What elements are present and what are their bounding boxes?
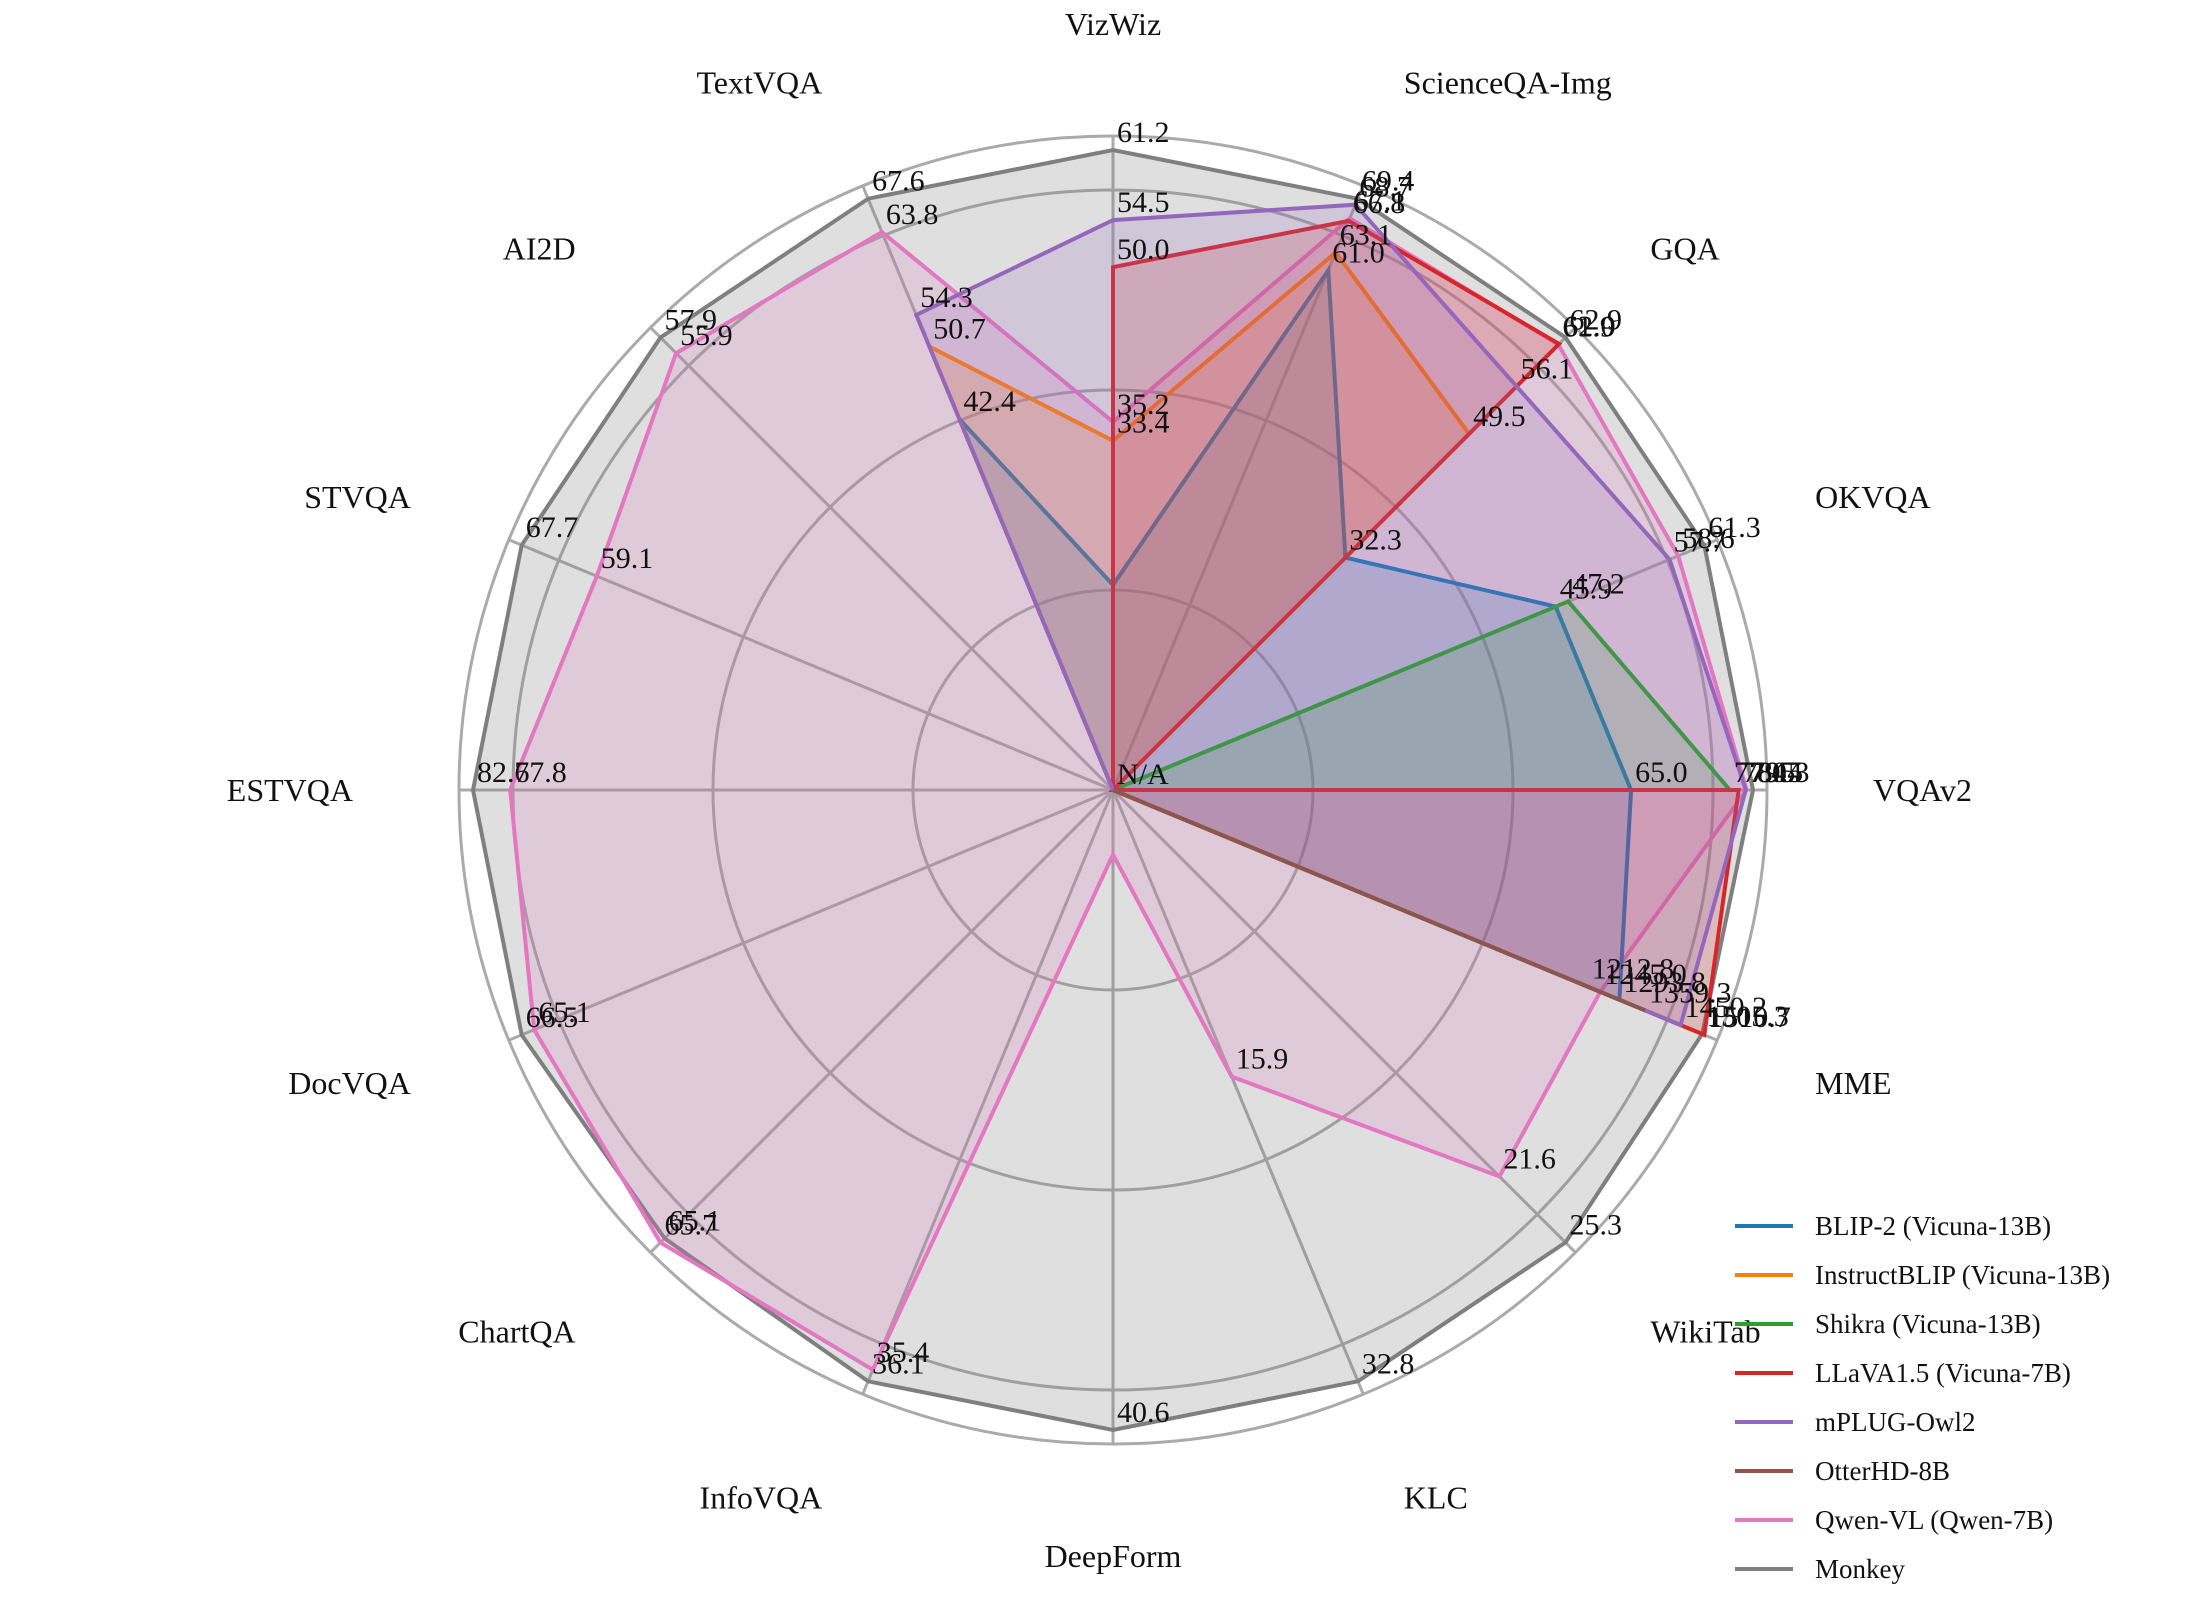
- value-label: 1510.7: [1708, 1001, 1791, 1034]
- legend-entry: InstructBLIP (Vicuna-13B): [1815, 1260, 2110, 1290]
- axis-label-vqav2: VQAv2: [1873, 772, 1972, 808]
- value-label: 42.4: [963, 385, 1016, 418]
- value-label: 66.5: [526, 1001, 579, 1034]
- value-label: 67.6: [872, 165, 925, 198]
- axis-label-wikitab: WikiTab: [1650, 1314, 1760, 1350]
- value-label: 40.6: [1117, 1396, 1170, 1429]
- value-label: 65.1: [669, 1204, 722, 1237]
- grid-spoke: [861, 789, 1115, 1395]
- value-label: 82.6: [477, 756, 530, 789]
- value-label: 61.0: [1332, 236, 1385, 269]
- grid-spoke: [649, 788, 1115, 1254]
- value-label: 58.6: [1682, 522, 1735, 555]
- axis-label-stvqa: STVQA: [304, 479, 411, 515]
- value-label: 1293.8: [1623, 966, 1706, 999]
- axis-label-mme: MME: [1815, 1065, 1891, 1101]
- grid-spoke: [1111, 185, 1365, 791]
- axis-label-klc: KLC: [1404, 1480, 1468, 1516]
- axis-label-gqa: GQA: [1650, 230, 1719, 266]
- value-label: 69.4: [1362, 165, 1415, 198]
- grid-spoke: [508, 538, 1114, 792]
- value-label: 1450.2: [1685, 991, 1768, 1024]
- legend-entry: OtterHD-8B: [1815, 1456, 1950, 1486]
- value-label: 35.2: [1117, 388, 1170, 421]
- value-label: 63.8: [886, 198, 939, 231]
- value-label: 47.2: [1572, 567, 1625, 600]
- value-label: 62.9: [1570, 304, 1623, 337]
- value-label: 67.1: [1354, 184, 1407, 217]
- value-label: 63.1: [1340, 218, 1393, 251]
- value-label: 54.5: [1117, 186, 1170, 219]
- value-label: 50.7: [933, 313, 986, 346]
- value-label: 61.2: [1117, 116, 1170, 149]
- value-label: 59.1: [601, 542, 654, 575]
- legend-entry: BLIP-2 (Vicuna-13B): [1815, 1211, 2051, 1241]
- value-label: 45.9: [1560, 573, 1613, 606]
- axis-label-infovqa: InfoVQA: [700, 1480, 823, 1516]
- value-label: 80.3: [1757, 756, 1810, 789]
- value-label: 61.9: [1562, 311, 1615, 344]
- value-label: 1505.3: [1706, 1000, 1789, 1033]
- value-label: 67.7: [526, 511, 579, 544]
- grid-spoke: [1111, 789, 1365, 1395]
- axis-label-textvqa: TextVQA: [696, 64, 822, 100]
- value-label: 25.3: [1570, 1209, 1623, 1242]
- value-label: 62.0: [1563, 310, 1616, 343]
- value-label: 49.5: [1473, 400, 1526, 433]
- value-label: 55.9: [680, 319, 733, 352]
- value-label: 32.3: [1349, 524, 1402, 557]
- legend-entry: mPLUG-Owl2: [1815, 1407, 1976, 1437]
- axis-label-scienceqa-img: ScienceQA-Img: [1404, 64, 1612, 100]
- value-label: 1245.0: [1604, 958, 1687, 991]
- value-labels: 65.0 45.9 32.3 61.0 42.4 1293.8 49.5 63.1 33.4 50…: [477, 116, 1810, 1429]
- value-label: 21.6: [1503, 1142, 1556, 1175]
- value-label: 65.0: [1635, 756, 1688, 789]
- axis-label-chartqa: ChartQA: [458, 1314, 575, 1350]
- axis-label-vizwiz: VizWiz: [1065, 6, 1161, 42]
- axis-labels: VQAv2 OKVQA GQA ScienceQA-Img VizWiz TextVQA A…: [227, 6, 1972, 1574]
- value-label: 36.1: [872, 1347, 925, 1380]
- axis-label-deepform: DeepForm: [1045, 1538, 1182, 1574]
- value-label: 54.3: [920, 281, 973, 314]
- axis-label-okvqa: OKVQA: [1815, 479, 1931, 515]
- value-label: 77.4: [1734, 756, 1787, 789]
- series-otterhd-8b: [1112, 788, 1646, 1013]
- legend: BLIP-2 (Vicuna-13B) InstructBLIP (Vicuna-…: [1735, 1211, 2110, 1584]
- value-label: 57.7: [1674, 526, 1727, 559]
- axis-label-estvqa: ESTVQA: [227, 772, 353, 808]
- value-label: 32.8: [1362, 1347, 1415, 1380]
- value-label: 77.8: [514, 756, 567, 789]
- value-label: 65.7: [665, 1209, 718, 1242]
- grid-spoke: [508, 788, 1114, 1042]
- radar-series: [470, 147, 1756, 1433]
- value-label: 1212.8: [1592, 953, 1675, 986]
- value-label: 1359.3: [1649, 976, 1732, 1009]
- value-label: 35.4: [877, 1336, 930, 1369]
- value-label: 57.9: [665, 304, 718, 337]
- value-label: 33.4: [1117, 407, 1170, 440]
- legend-entry: Shikra (Vicuna-13B): [1815, 1309, 2041, 1339]
- value-label: N/A: [1117, 758, 1169, 791]
- value-label: 61.3: [1708, 511, 1761, 544]
- value-label: 15.9: [1236, 1043, 1289, 1076]
- value-label: 65.1: [538, 996, 591, 1029]
- axis-label-ai2d: AI2D: [503, 230, 576, 266]
- grid-spoke: [649, 326, 1115, 792]
- value-label: 68.7: [1359, 171, 1412, 204]
- value-label: 79.5: [1751, 756, 1804, 789]
- legend-entry: LLaVA1.5 (Vicuna-7B): [1815, 1358, 2071, 1388]
- value-label: 79.4: [1750, 756, 1803, 789]
- value-label: 66.8: [1353, 187, 1406, 220]
- legend-entry: Qwen-VL (Qwen-7B): [1815, 1505, 2053, 1535]
- value-label: 56.1: [1521, 352, 1574, 385]
- axis-label-docvqa: DocVQA: [288, 1065, 411, 1101]
- value-label: 78.5: [1743, 756, 1796, 789]
- legend-entry: Monkey: [1815, 1554, 1905, 1584]
- value-label: 50.0: [1117, 233, 1170, 266]
